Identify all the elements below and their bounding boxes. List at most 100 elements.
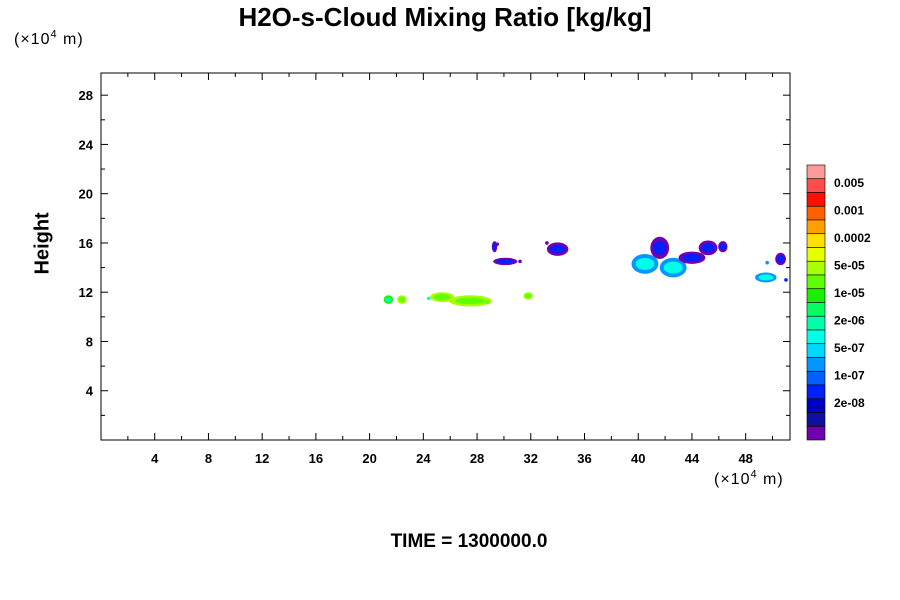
- colorbar-label: 0.005: [834, 176, 864, 190]
- colorbar-swatch: [806, 384, 826, 400]
- x-tick-label: 32: [524, 451, 538, 466]
- colorbar-swatch: [806, 219, 826, 235]
- cloud-speck: [784, 278, 788, 282]
- colorbar-label: 2e-08: [834, 396, 865, 410]
- y-tick-label: 24: [79, 137, 94, 152]
- cloud-patch-inner: [719, 243, 727, 250]
- colorbar-label: 5e-07: [834, 341, 865, 355]
- x-tick-label: 36: [577, 451, 591, 466]
- cloud-speck: [518, 259, 522, 264]
- cloud-patch-inner: [455, 297, 486, 305]
- colorbar-swatch: [806, 274, 826, 290]
- cloud-patch: [383, 295, 394, 304]
- x-unit-prefix: (×10: [714, 471, 751, 488]
- cloud-patch-inner: [663, 261, 683, 274]
- cloud-speck: [486, 300, 490, 304]
- cloud-patch-inner: [433, 294, 451, 301]
- cloud-patch: [775, 252, 786, 266]
- x-tick-label: 4: [151, 451, 159, 466]
- cloud-speck: [545, 241, 549, 245]
- cloud-patch-inner: [398, 297, 406, 303]
- colorbar-swatch: [806, 164, 826, 180]
- colorbar-label: 0.0002: [834, 231, 871, 245]
- x-tick-label: 28: [470, 451, 484, 466]
- colorbar-label: 1e-07: [834, 369, 865, 383]
- cloud-speck: [495, 242, 500, 246]
- colorbar-swatch: [806, 178, 826, 193]
- x-unit-exponent: 4: [750, 468, 758, 481]
- x-tick-label: 12: [255, 451, 269, 466]
- cloud-patch: [650, 236, 670, 259]
- cloud-patch-inner: [550, 245, 566, 254]
- cloud-patch-inner: [524, 293, 532, 299]
- cloud-patch-inner: [635, 257, 655, 270]
- cloud-patch-inner: [776, 255, 785, 263]
- cloud-patch: [659, 257, 687, 278]
- colorbar-swatch: [806, 247, 826, 262]
- colorbar-swatch: [806, 425, 826, 441]
- colorbar-label: 2e-06: [834, 314, 865, 328]
- colorbar-label: 5e-05: [834, 259, 865, 273]
- colorbar-swatch: [806, 329, 826, 345]
- y-unit-exponent: 4: [50, 28, 58, 41]
- cloud-patch: [546, 242, 569, 256]
- colorbar-swatch: [806, 370, 826, 386]
- y-unit-prefix: (×10: [14, 31, 51, 48]
- colorbar-swatch: [806, 205, 826, 221]
- cloud-patch-inner: [492, 243, 497, 250]
- colorbar-swatch: [806, 233, 826, 248]
- cloud-patch: [430, 292, 455, 303]
- chart-title: H2O-s-Cloud Mixing Ratio [kg/kg]: [238, 2, 652, 32]
- x-tick-label: 16: [309, 451, 323, 466]
- cloud-patch: [448, 295, 492, 307]
- cloud-patch: [493, 257, 518, 266]
- x-tick-label: 48: [738, 451, 752, 466]
- cloud-patch: [523, 292, 533, 300]
- cloud-patch-inner: [758, 274, 774, 281]
- y-tick-label: 28: [79, 88, 93, 103]
- cloud-patch: [631, 254, 659, 274]
- x-tick-label: 40: [631, 451, 645, 466]
- cloud-patch: [718, 241, 728, 253]
- cloud-speck: [426, 296, 431, 301]
- colorbar-swatch: [806, 288, 826, 303]
- colorbar-swatch: [806, 260, 826, 276]
- colorbar-label: 1e-05: [834, 286, 865, 300]
- y-tick-label: 20: [79, 187, 93, 202]
- plot-frame: [100, 72, 791, 441]
- cloud-data-layer: [383, 236, 788, 307]
- cloud-patch-inner: [496, 259, 514, 264]
- cloud-patch: [698, 240, 718, 256]
- colorbar: 0.005 0.001 0.0002 5e-05 1e-05 2e-06 5e-07 1e-0…: [806, 164, 871, 441]
- x-tick-label: 24: [416, 451, 431, 466]
- x-tick-label: 20: [362, 451, 376, 466]
- colorbar-swatch: [806, 302, 826, 317]
- cloud-patch-inner: [701, 243, 715, 253]
- y-tick-label: 8: [86, 334, 93, 349]
- y-unit-suffix: m): [57, 31, 84, 48]
- y-tick-label: 16: [79, 236, 93, 251]
- cloud-patch: [678, 251, 706, 264]
- cloud-speck: [765, 260, 769, 265]
- plot-frame-layer: [100, 72, 791, 441]
- colorbar-swatch: [806, 315, 826, 331]
- colorbar-label: 0.001: [834, 204, 864, 218]
- x-tick-label: 8: [205, 451, 212, 466]
- y-tick-label: 4: [86, 384, 94, 399]
- cloud-patch-inner: [653, 241, 667, 255]
- cloud-patch: [397, 295, 407, 304]
- cloud-patch: [755, 272, 777, 283]
- x-axis-unit: (×104 m): [714, 468, 784, 489]
- time-label: TIME = 1300000.0: [390, 531, 548, 552]
- x-tick-label: 44: [685, 451, 700, 466]
- colorbar-swatch: [806, 357, 826, 372]
- colorbar-swatch: [806, 192, 826, 207]
- colorbar-swatch: [806, 343, 826, 358]
- y-axis-unit: (×104 m): [14, 28, 84, 49]
- cloud-patch-inner: [682, 254, 702, 262]
- colorbar-swatch: [806, 398, 826, 413]
- y-tick-label: 12: [79, 285, 93, 300]
- colorbar-swatch: [806, 412, 826, 427]
